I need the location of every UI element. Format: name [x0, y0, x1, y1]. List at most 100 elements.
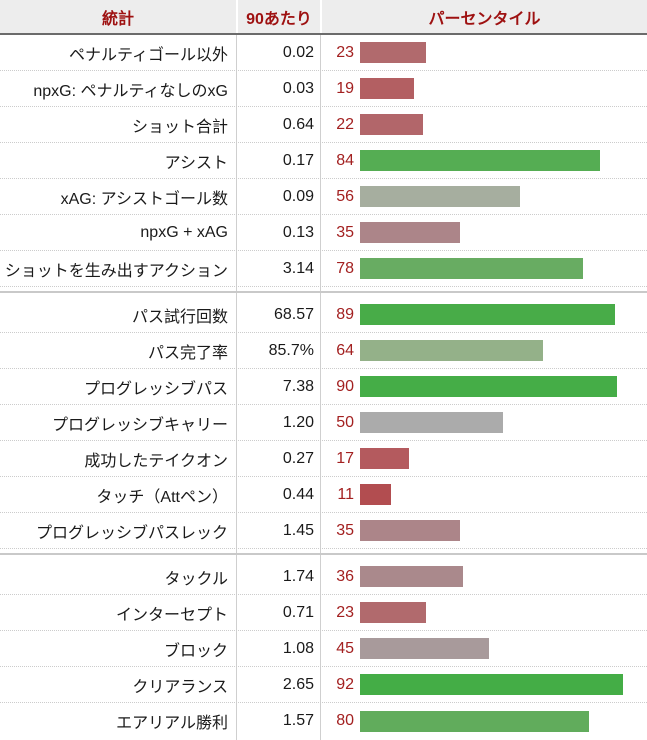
- stat-row: インターセプト 0.71 23: [0, 595, 647, 631]
- stat-row: ショット合計 0.64 22: [0, 107, 647, 143]
- percentile-cell: 84: [320, 143, 647, 178]
- percentile-cell: 23: [320, 595, 647, 630]
- percentile-bar: [360, 638, 489, 659]
- percentile-cell: 89: [320, 297, 647, 332]
- percentile-bar: [360, 340, 543, 361]
- stat-row: プログレッシブパス 7.38 90: [0, 369, 647, 405]
- stat-label: タッチ（Attペン）: [96, 488, 228, 506]
- stat-label: クリアランス: [132, 678, 228, 696]
- percentile-number: 84: [336, 151, 354, 169]
- percentile-cell: 80: [320, 703, 647, 739]
- percentile-bar: [360, 304, 615, 325]
- percentile-cell: 23: [320, 35, 647, 70]
- percentile-cell: 50: [320, 405, 647, 440]
- percentile-number: 35: [336, 521, 354, 539]
- stat-label: ショット合計: [131, 118, 228, 136]
- per90-value: 0.17: [282, 151, 314, 169]
- percentile-number: 17: [336, 449, 354, 467]
- per90-value: 0.27: [282, 449, 314, 467]
- percentile-bar: [360, 78, 414, 99]
- percentile-number: 89: [336, 305, 354, 323]
- stat-row: プログレッシブパスレック 1.45 35: [0, 513, 647, 549]
- stat-label: ショットを生み出すアクション: [4, 262, 228, 280]
- percentile-cell: 90: [320, 369, 647, 404]
- stat-row: ペナルティゴール以外 0.02 23: [0, 35, 647, 71]
- percentile-bar: [360, 42, 426, 63]
- stat-row: アシスト 0.17 84: [0, 143, 647, 179]
- percentile-cell: 78: [320, 251, 647, 286]
- per90-value: 1.57: [282, 712, 314, 729]
- per90-value: 3.14: [282, 259, 314, 277]
- percentile-number: 64: [336, 341, 354, 359]
- stat-row: npxG: ペナルティなしのxG 0.03 19: [0, 71, 647, 107]
- percentile-number: 92: [336, 675, 354, 693]
- per90-value: 0.03: [282, 79, 314, 97]
- per90-value: 1.20: [282, 413, 314, 431]
- percentile-cell: 17: [320, 441, 647, 476]
- percentile-cell: 22: [320, 107, 647, 142]
- percentile-number: 23: [336, 43, 354, 61]
- per90-value: 2.65: [282, 675, 314, 693]
- stat-row: パス完了率 85.7% 64: [0, 333, 647, 369]
- per90-value: 1.08: [282, 639, 314, 657]
- stat-label: プログレッシブパス: [83, 380, 228, 398]
- stat-label: エアリアル勝利: [116, 715, 228, 732]
- header-cell-per90: 90あたり: [236, 0, 320, 33]
- stat-label: タックル: [164, 570, 228, 588]
- percentile-bar: [360, 602, 426, 623]
- percentile-cell: 45: [320, 631, 647, 666]
- percentile-cell: 35: [320, 215, 647, 250]
- stat-label: ペナルティゴール以外: [68, 46, 228, 64]
- percentile-number: 23: [336, 603, 354, 621]
- stat-label: xAG: アシストゴール数: [60, 190, 228, 208]
- percentile-bar: [360, 150, 600, 171]
- per90-value: 0.09: [282, 187, 314, 205]
- stat-label: npxG + xAG: [140, 223, 228, 241]
- percentile-bar: [360, 448, 409, 469]
- stat-row: パス試行回数 68.57 89: [0, 297, 647, 333]
- stat-label: パス試行回数: [131, 308, 228, 326]
- stat-row: npxG + xAG 0.13 35: [0, 215, 647, 251]
- percentile-number: 56: [336, 187, 354, 205]
- percentile-number: 35: [336, 223, 354, 241]
- percentile-bar: [360, 186, 520, 207]
- percentile-number: 22: [336, 115, 354, 133]
- stat-row: ブロック 1.08 45: [0, 631, 647, 667]
- per90-value: 0.44: [282, 485, 314, 503]
- per90-value: 7.38: [282, 377, 314, 395]
- header-cell-statistic: 統計: [101, 10, 134, 28]
- stat-label: アシスト: [164, 154, 228, 172]
- percentile-cell: 11: [320, 477, 647, 512]
- stat-row: xAG: アシストゴール数 0.09 56: [0, 179, 647, 215]
- stat-label: ブロック: [163, 642, 228, 660]
- stat-row: タッチ（Attペン） 0.44 11: [0, 477, 647, 513]
- percentile-bar: [360, 566, 463, 587]
- stat-row: ショットを生み出すアクション 3.14 78: [0, 251, 647, 287]
- column-divider: [320, 35, 321, 740]
- section-divider: [0, 549, 647, 559]
- stat-row: タックル 1.74 36: [0, 559, 647, 595]
- stat-label: プログレッシブパスレック: [35, 524, 228, 542]
- header-cell-percentile: パーセンタイル: [320, 0, 647, 33]
- percentile-number: 90: [336, 377, 354, 395]
- stat-row: プログレッシブキャリー 1.20 50: [0, 405, 647, 441]
- percentile-bar: [360, 710, 589, 732]
- percentile-cell: 19: [320, 71, 647, 106]
- percentile-number: 78: [336, 259, 354, 277]
- per90-value: 0.02: [282, 43, 314, 61]
- percentile-cell: 64: [320, 333, 647, 368]
- percentile-bar: [360, 376, 617, 397]
- stat-row: クリアランス 2.65 92: [0, 667, 647, 703]
- percentile-bar: [360, 674, 623, 695]
- per90-value: 0.13: [282, 223, 314, 241]
- percentile-bar: [360, 484, 391, 505]
- column-divider: [236, 35, 237, 740]
- percentile-cell: 92: [320, 667, 647, 702]
- stats-table-body: ペナルティゴール以外 0.02 23 npxG: ペナルティなしのxG 0.03…: [0, 35, 647, 739]
- per90-value: 1.74: [282, 567, 314, 585]
- percentile-number: 45: [336, 639, 354, 657]
- stat-label: npxG: ペナルティなしのxG: [33, 82, 228, 100]
- stat-row: 成功したテイクオン 0.27 17: [0, 441, 647, 477]
- section-divider: [0, 287, 647, 297]
- percentile-number: 80: [336, 712, 354, 729]
